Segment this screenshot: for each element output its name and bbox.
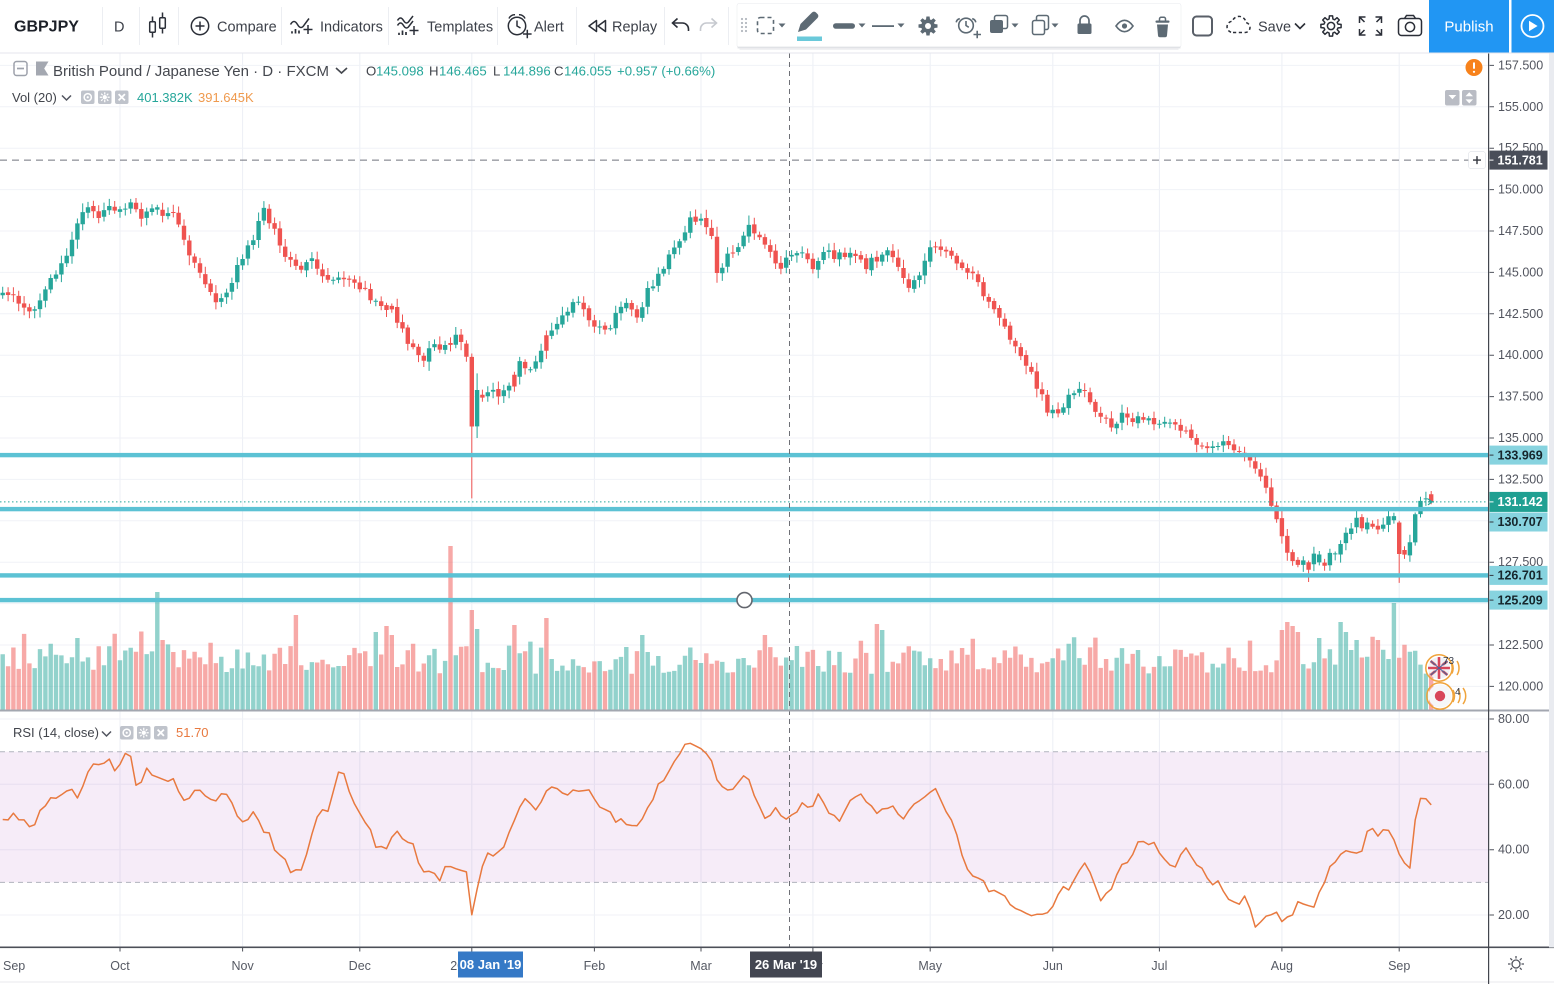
svg-text:51.70: 51.70	[176, 725, 209, 740]
svg-text:145.098: 145.098	[376, 64, 424, 79]
svg-text:08 Jan '19: 08 Jan '19	[460, 957, 522, 972]
svg-text:146.465: 146.465	[439, 64, 487, 79]
svg-text:GBPJPY: GBPJPY	[14, 19, 79, 36]
svg-text:+0.957 (+0.66%): +0.957 (+0.66%)	[617, 64, 715, 79]
svg-text:145.000: 145.000	[1498, 265, 1543, 279]
svg-text:80.00: 80.00	[1498, 712, 1529, 726]
svg-text:150.000: 150.000	[1498, 183, 1543, 197]
svg-text:May: May	[918, 959, 942, 973]
svg-text:H: H	[429, 64, 439, 79]
svg-text:Vol (20): Vol (20)	[12, 90, 57, 105]
svg-text:147.500: 147.500	[1498, 224, 1543, 238]
svg-text:C: C	[554, 64, 564, 79]
svg-text:132.500: 132.500	[1498, 472, 1543, 486]
svg-text:127.500: 127.500	[1498, 555, 1543, 569]
svg-text:Aug: Aug	[1271, 959, 1293, 973]
svg-text:137.500: 137.500	[1498, 390, 1543, 404]
svg-text:140.000: 140.000	[1498, 348, 1543, 362]
svg-text:Save: Save	[1258, 20, 1291, 36]
svg-text:Feb: Feb	[584, 959, 606, 973]
svg-text:133.969: 133.969	[1498, 448, 1543, 462]
svg-text:O: O	[366, 64, 376, 79]
svg-text:Sep: Sep	[3, 959, 25, 973]
svg-text:Alert: Alert	[534, 20, 564, 36]
svg-text:Oct: Oct	[110, 959, 130, 973]
svg-text:122.500: 122.500	[1498, 638, 1543, 652]
svg-text:Publish: Publish	[1444, 19, 1493, 36]
svg-text:131.142: 131.142	[1498, 495, 1543, 509]
svg-text:135.000: 135.000	[1498, 431, 1543, 445]
svg-text:125.209: 125.209	[1498, 593, 1543, 607]
svg-text:60.00: 60.00	[1498, 777, 1529, 791]
svg-text:Jun: Jun	[1043, 959, 1063, 973]
svg-text:142.500: 142.500	[1498, 307, 1543, 321]
svg-text:401.382K: 401.382K	[137, 90, 193, 105]
svg-text:D: D	[114, 20, 124, 36]
svg-text:British Pound / Japanese Yen ·: British Pound / Japanese Yen · D · FXCM	[53, 63, 329, 80]
svg-text:157.500: 157.500	[1498, 58, 1543, 72]
svg-text:20.00: 20.00	[1498, 908, 1529, 922]
svg-text:Nov: Nov	[231, 959, 254, 973]
svg-text:40.00: 40.00	[1498, 843, 1529, 857]
svg-text:155.000: 155.000	[1498, 100, 1543, 114]
svg-text:Compare: Compare	[217, 20, 277, 36]
svg-text:391.645K: 391.645K	[198, 90, 254, 105]
svg-text:L: L	[493, 64, 500, 79]
svg-text:Dec: Dec	[349, 959, 371, 973]
svg-text:RSI (14, close): RSI (14, close)	[13, 725, 99, 740]
svg-text:146.055: 146.055	[564, 64, 612, 79]
svg-text:Mar: Mar	[690, 959, 712, 973]
svg-text:144.896: 144.896	[503, 64, 551, 79]
svg-text:4: 4	[1455, 687, 1461, 698]
svg-text:Replay: Replay	[612, 20, 658, 36]
svg-text:26 Mar '19: 26 Mar '19	[755, 957, 817, 972]
svg-text:120.000: 120.000	[1498, 679, 1543, 693]
svg-text:Jul: Jul	[1151, 959, 1167, 973]
svg-text:Templates: Templates	[427, 20, 493, 36]
svg-text:Indicators: Indicators	[320, 20, 383, 36]
svg-text:Sep: Sep	[1388, 959, 1410, 973]
svg-text:151.781: 151.781	[1498, 153, 1543, 167]
svg-text:73: 73	[1443, 656, 1455, 667]
svg-text:130.707: 130.707	[1498, 515, 1543, 529]
svg-text:126.701: 126.701	[1498, 569, 1543, 583]
